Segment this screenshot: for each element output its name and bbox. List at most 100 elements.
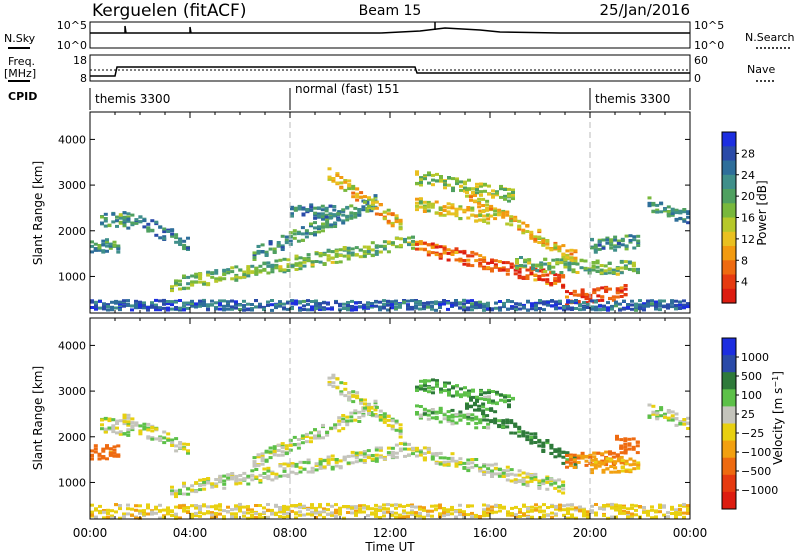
time-axis: 00:00 04:00 08:00 12:00 16:00 20:00 00:00 — [73, 526, 708, 540]
echo-cell — [260, 243, 265, 247]
echo-cell — [591, 261, 596, 265]
echo-cell — [503, 188, 507, 191]
colorbar-swatch — [722, 355, 736, 373]
echo-cell — [439, 388, 443, 392]
echo-cell — [615, 434, 619, 438]
echo-cell — [438, 245, 443, 249]
echo-cell — [509, 262, 514, 266]
echo-cell — [338, 510, 342, 514]
nsky-trace — [90, 25, 690, 34]
echo-cell — [284, 447, 289, 451]
echo-cell — [646, 302, 650, 306]
echo-cell — [262, 307, 266, 311]
echo-cell — [242, 308, 246, 312]
echo-cell — [288, 242, 293, 246]
echo-cell — [592, 451, 597, 455]
echo-cell — [274, 472, 279, 476]
echo-cell — [611, 268, 616, 272]
echo-cell — [426, 302, 430, 306]
echo-cell — [174, 236, 179, 240]
echo-cell — [666, 213, 671, 216]
cpid-label: CPID — [8, 90, 37, 103]
echo-cell — [118, 507, 122, 511]
echo-cell — [407, 453, 411, 457]
echo-cell — [613, 466, 618, 470]
echo-cell — [628, 463, 633, 467]
echo-cell — [559, 261, 564, 265]
echo-cell — [659, 210, 664, 214]
echo-cell — [103, 430, 108, 434]
echo-cell — [301, 207, 306, 211]
echo-cell — [465, 191, 469, 195]
echo-cell — [447, 381, 451, 385]
echo-cell — [194, 504, 198, 507]
echo-cell — [370, 254, 375, 258]
echo-cell — [474, 421, 479, 425]
echo-cell — [402, 509, 406, 513]
echo-cell — [282, 268, 287, 272]
echo-cell — [302, 460, 307, 464]
echo-cell — [482, 508, 486, 512]
echo-cell — [483, 189, 487, 193]
echo-cell — [318, 505, 322, 509]
echo-cell — [454, 515, 458, 519]
echo-cell — [318, 510, 322, 514]
echo-cell — [513, 480, 518, 484]
echo-cell — [150, 228, 155, 232]
echo-cell — [590, 246, 594, 250]
echo-cell — [517, 473, 522, 477]
echo-cell — [447, 183, 451, 187]
echo-cell — [276, 244, 281, 248]
echo-cell — [198, 304, 202, 308]
echo-cell — [624, 469, 629, 473]
power-ylabel: Slant Range [km] — [31, 161, 45, 265]
echo-cell — [102, 305, 106, 309]
echo-cell — [334, 301, 338, 305]
echo-cell — [584, 296, 589, 300]
echo-cell — [473, 194, 477, 197]
echo-cell — [345, 423, 350, 427]
echo-cell — [553, 281, 558, 285]
echo-cell — [418, 505, 422, 509]
echo-cell — [563, 262, 568, 266]
echo-cell — [338, 508, 342, 512]
echo-cell — [390, 427, 395, 431]
echo-cell — [462, 251, 467, 255]
echo-cell — [280, 234, 285, 238]
colorbar-swatch — [722, 389, 736, 407]
echo-cell — [110, 514, 114, 518]
y-tick-label: 4000 — [58, 339, 86, 352]
echo-cell — [674, 417, 679, 421]
echo-cell — [310, 260, 315, 264]
echo-cell — [442, 209, 447, 212]
echo-cell — [434, 415, 439, 419]
echo-cell — [170, 234, 175, 238]
echo-cell — [355, 394, 360, 398]
echo-cell — [373, 195, 378, 199]
echo-cell — [298, 502, 302, 506]
echo-cell — [378, 415, 383, 419]
echo-cell — [558, 306, 562, 310]
echo-cell — [467, 389, 471, 393]
echo-cell — [623, 266, 628, 270]
echo-cell — [451, 177, 455, 181]
echo-cell — [616, 459, 621, 463]
echo-cell — [604, 290, 609, 293]
echo-cell — [234, 507, 238, 511]
echo-cell — [374, 457, 379, 461]
echo-cell — [510, 513, 514, 517]
echo-cell — [354, 308, 358, 312]
colorbar-tick-label: 25 — [741, 408, 755, 421]
echo-cell — [355, 192, 360, 196]
echo-cell — [170, 514, 174, 517]
echo-cell — [549, 482, 554, 486]
echo-cell — [482, 214, 487, 218]
echo-cell — [386, 507, 390, 511]
echo-cell — [497, 467, 502, 471]
echo-cell — [282, 257, 287, 261]
echo-cell — [347, 179, 352, 183]
echo-cell — [324, 209, 329, 213]
echo-cell — [331, 177, 336, 180]
echo-cell — [558, 507, 562, 511]
echo-cell — [619, 444, 624, 448]
